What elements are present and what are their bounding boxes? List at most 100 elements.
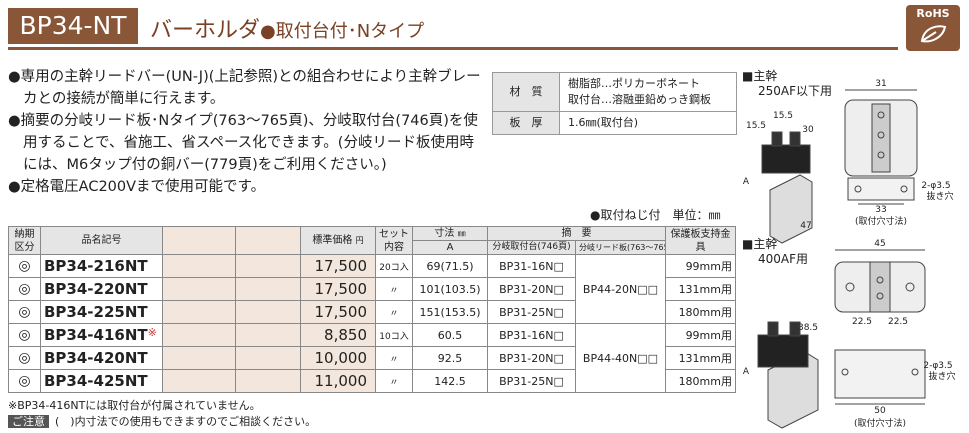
- set-cell: 20コ入: [375, 254, 413, 278]
- dimension-label: A: [743, 177, 750, 187]
- set-cell: 〃: [375, 277, 413, 301]
- spec-line: 樹脂部…ポリカーボネート: [568, 77, 700, 90]
- dimension-label: 抜き穴: [928, 370, 955, 382]
- product-table: 納期区分 品名記号 標準価格 円 セット内容 寸法 ㎜ 摘 要 保護板支持金具 …: [8, 226, 736, 393]
- product-row: ◎ BP34-225NT 17,500 〃 151(153.5) BP31-25N□ 180…: [8, 300, 736, 324]
- protect-cell: 131mm用: [665, 346, 736, 370]
- header-text: 寸法: [434, 228, 455, 239]
- spec-label: 材 質: [492, 72, 560, 112]
- header-cell: 分岐リード板(763～765頁): [575, 240, 666, 255]
- protect-cell: 99mm用: [665, 323, 736, 347]
- dimension-label: (取付穴寸法): [855, 215, 907, 227]
- bullet: ●定格電圧AC200Vまで使用可能です。: [8, 179, 266, 195]
- product-name: BP34-420NT: [44, 349, 148, 367]
- diagram-subtitle: 250AF以下用: [758, 84, 832, 98]
- name-cell: BP34-216NT: [40, 254, 163, 278]
- dim-cell: 60.5: [412, 323, 488, 347]
- dimension-label: 50: [874, 406, 886, 416]
- protect-cell: 99mm用: [665, 254, 736, 278]
- blank-cell: [162, 323, 236, 347]
- caution-label: ご注意: [8, 415, 49, 428]
- delivery-cell: ◎: [8, 300, 41, 324]
- product-name: BP34-416NT: [44, 326, 148, 344]
- protect-cell: 180mm用: [665, 300, 736, 324]
- caution-text: ( )内寸法での使用もできますのでご相談ください。: [55, 415, 317, 428]
- rohs-badge: RoHS: [906, 5, 960, 51]
- blank-cell: [162, 346, 236, 370]
- product-name: BP34-220NT: [44, 280, 148, 298]
- dim-cell: 151(153.5): [412, 300, 488, 324]
- spec-row: 材 質樹脂部…ポリカーボネート 取付台…溶融亜鉛めっき鋼板: [492, 72, 737, 112]
- header-cell: 標準価格 円: [300, 226, 376, 255]
- price-cell: 10,000: [300, 346, 376, 370]
- dimension-label: 38.5: [798, 323, 818, 333]
- footnote: ※BP34-416NTには取付台が付属されていません。: [8, 399, 261, 412]
- mount-cell: BP31-16N□: [487, 254, 576, 278]
- set-cell: 〃: [375, 369, 413, 393]
- diagram-title: ■主幹: [742, 68, 777, 83]
- blank-cell: [235, 369, 301, 393]
- product-name: BP34-216NT: [44, 257, 148, 275]
- product-row: ◎ BP34-425NT 11,000 〃 142.5 BP31-25N□ 180mm用: [8, 369, 736, 393]
- mount-cell: BP31-16N□: [487, 323, 576, 347]
- table-note: ●取付ねじ付 単位：㎜: [590, 208, 721, 222]
- blank-cell: [162, 300, 236, 324]
- spec-line: 取付台…溶融亜鉛めっき鋼板: [568, 93, 711, 106]
- blank-cell: [162, 277, 236, 301]
- header-unit: 円: [355, 236, 364, 245]
- spec-value: 樹脂部…ポリカーボネート 取付台…溶融亜鉛めっき鋼板: [559, 72, 737, 112]
- header-cell: 分岐取付台(746頁): [487, 240, 576, 255]
- product-row: ◎ BP34-416NT※ 8,850 10コ入 60.5 BP31-16N□ BP44-4…: [8, 323, 736, 393]
- header-rule: [8, 47, 898, 50]
- protect-cell: 131mm用: [665, 277, 736, 301]
- title: バーホルダ●取付台付･Nタイプ: [150, 12, 424, 44]
- price-cell: 11,000: [300, 369, 376, 393]
- name-mark: ※: [147, 326, 157, 339]
- dimension-label: 45: [874, 239, 885, 249]
- mount-cell: BP31-25N□: [487, 369, 576, 393]
- blank-cell: [235, 346, 301, 370]
- lead-cell: BP44-40N□□: [575, 323, 666, 393]
- bullet: ●専用の主幹リードバー(UN-J)(上記参照)との組合わせにより主幹ブレーカとの…: [8, 69, 481, 107]
- mount-cell: BP31-20N□: [487, 346, 576, 370]
- dimension-label: 2-φ3.5: [921, 181, 950, 191]
- header-cell: A: [412, 240, 488, 255]
- title-text: バーホルダ: [150, 18, 261, 43]
- blank-cell: [162, 369, 236, 393]
- dimension-label: 15.5: [746, 121, 766, 131]
- dimension-label: (取付穴寸法): [854, 417, 906, 429]
- name-cell: BP34-425NT: [40, 369, 163, 393]
- product-name: BP34-225NT: [44, 303, 148, 321]
- spec-table: 材 質樹脂部…ポリカーボネート 取付台…溶融亜鉛めっき鋼板板 厚 1.6㎜(取付台): [492, 72, 737, 135]
- product-row: ◎ BP34-220NT 17,500 〃 101(103.5) BP31-20N□ 131…: [8, 277, 736, 301]
- blank-cell: [235, 254, 301, 278]
- dimension-label: 22.5: [888, 317, 908, 327]
- price-cell: 17,500: [300, 254, 376, 278]
- spec-line: 1.6㎜(取付台): [568, 116, 639, 129]
- name-cell: BP34-416NT※: [40, 323, 163, 347]
- set-cell: 〃: [375, 346, 413, 370]
- spec-row: 板 厚 1.6㎜(取付台): [492, 111, 737, 135]
- dimension-label: 31: [875, 79, 886, 89]
- leaf-icon: [920, 25, 947, 43]
- dimension-label: 47: [800, 221, 811, 231]
- set-cell: 10コ入: [375, 323, 413, 347]
- dim-cell: 142.5: [412, 369, 488, 393]
- delivery-cell: ◎: [8, 277, 41, 301]
- dimension-label: A: [743, 367, 750, 377]
- price-cell: 17,500: [300, 300, 376, 324]
- set-cell: 〃: [375, 300, 413, 324]
- blank-cell: [235, 323, 301, 347]
- product-code: BP34-NT: [8, 8, 138, 44]
- dimension-label: 30: [802, 125, 814, 135]
- dimension-label: 2-φ3.5: [923, 361, 952, 371]
- product-name: BP34-425NT: [44, 372, 148, 390]
- protect-cell: 180mm用: [665, 369, 736, 393]
- name-cell: BP34-220NT: [40, 277, 163, 301]
- spec-label: 板 厚: [492, 111, 560, 135]
- dim-cell: 92.5: [412, 346, 488, 370]
- header-cell: 納期区分: [8, 226, 41, 255]
- name-cell: BP34-225NT: [40, 300, 163, 324]
- delivery-cell: ◎: [8, 346, 41, 370]
